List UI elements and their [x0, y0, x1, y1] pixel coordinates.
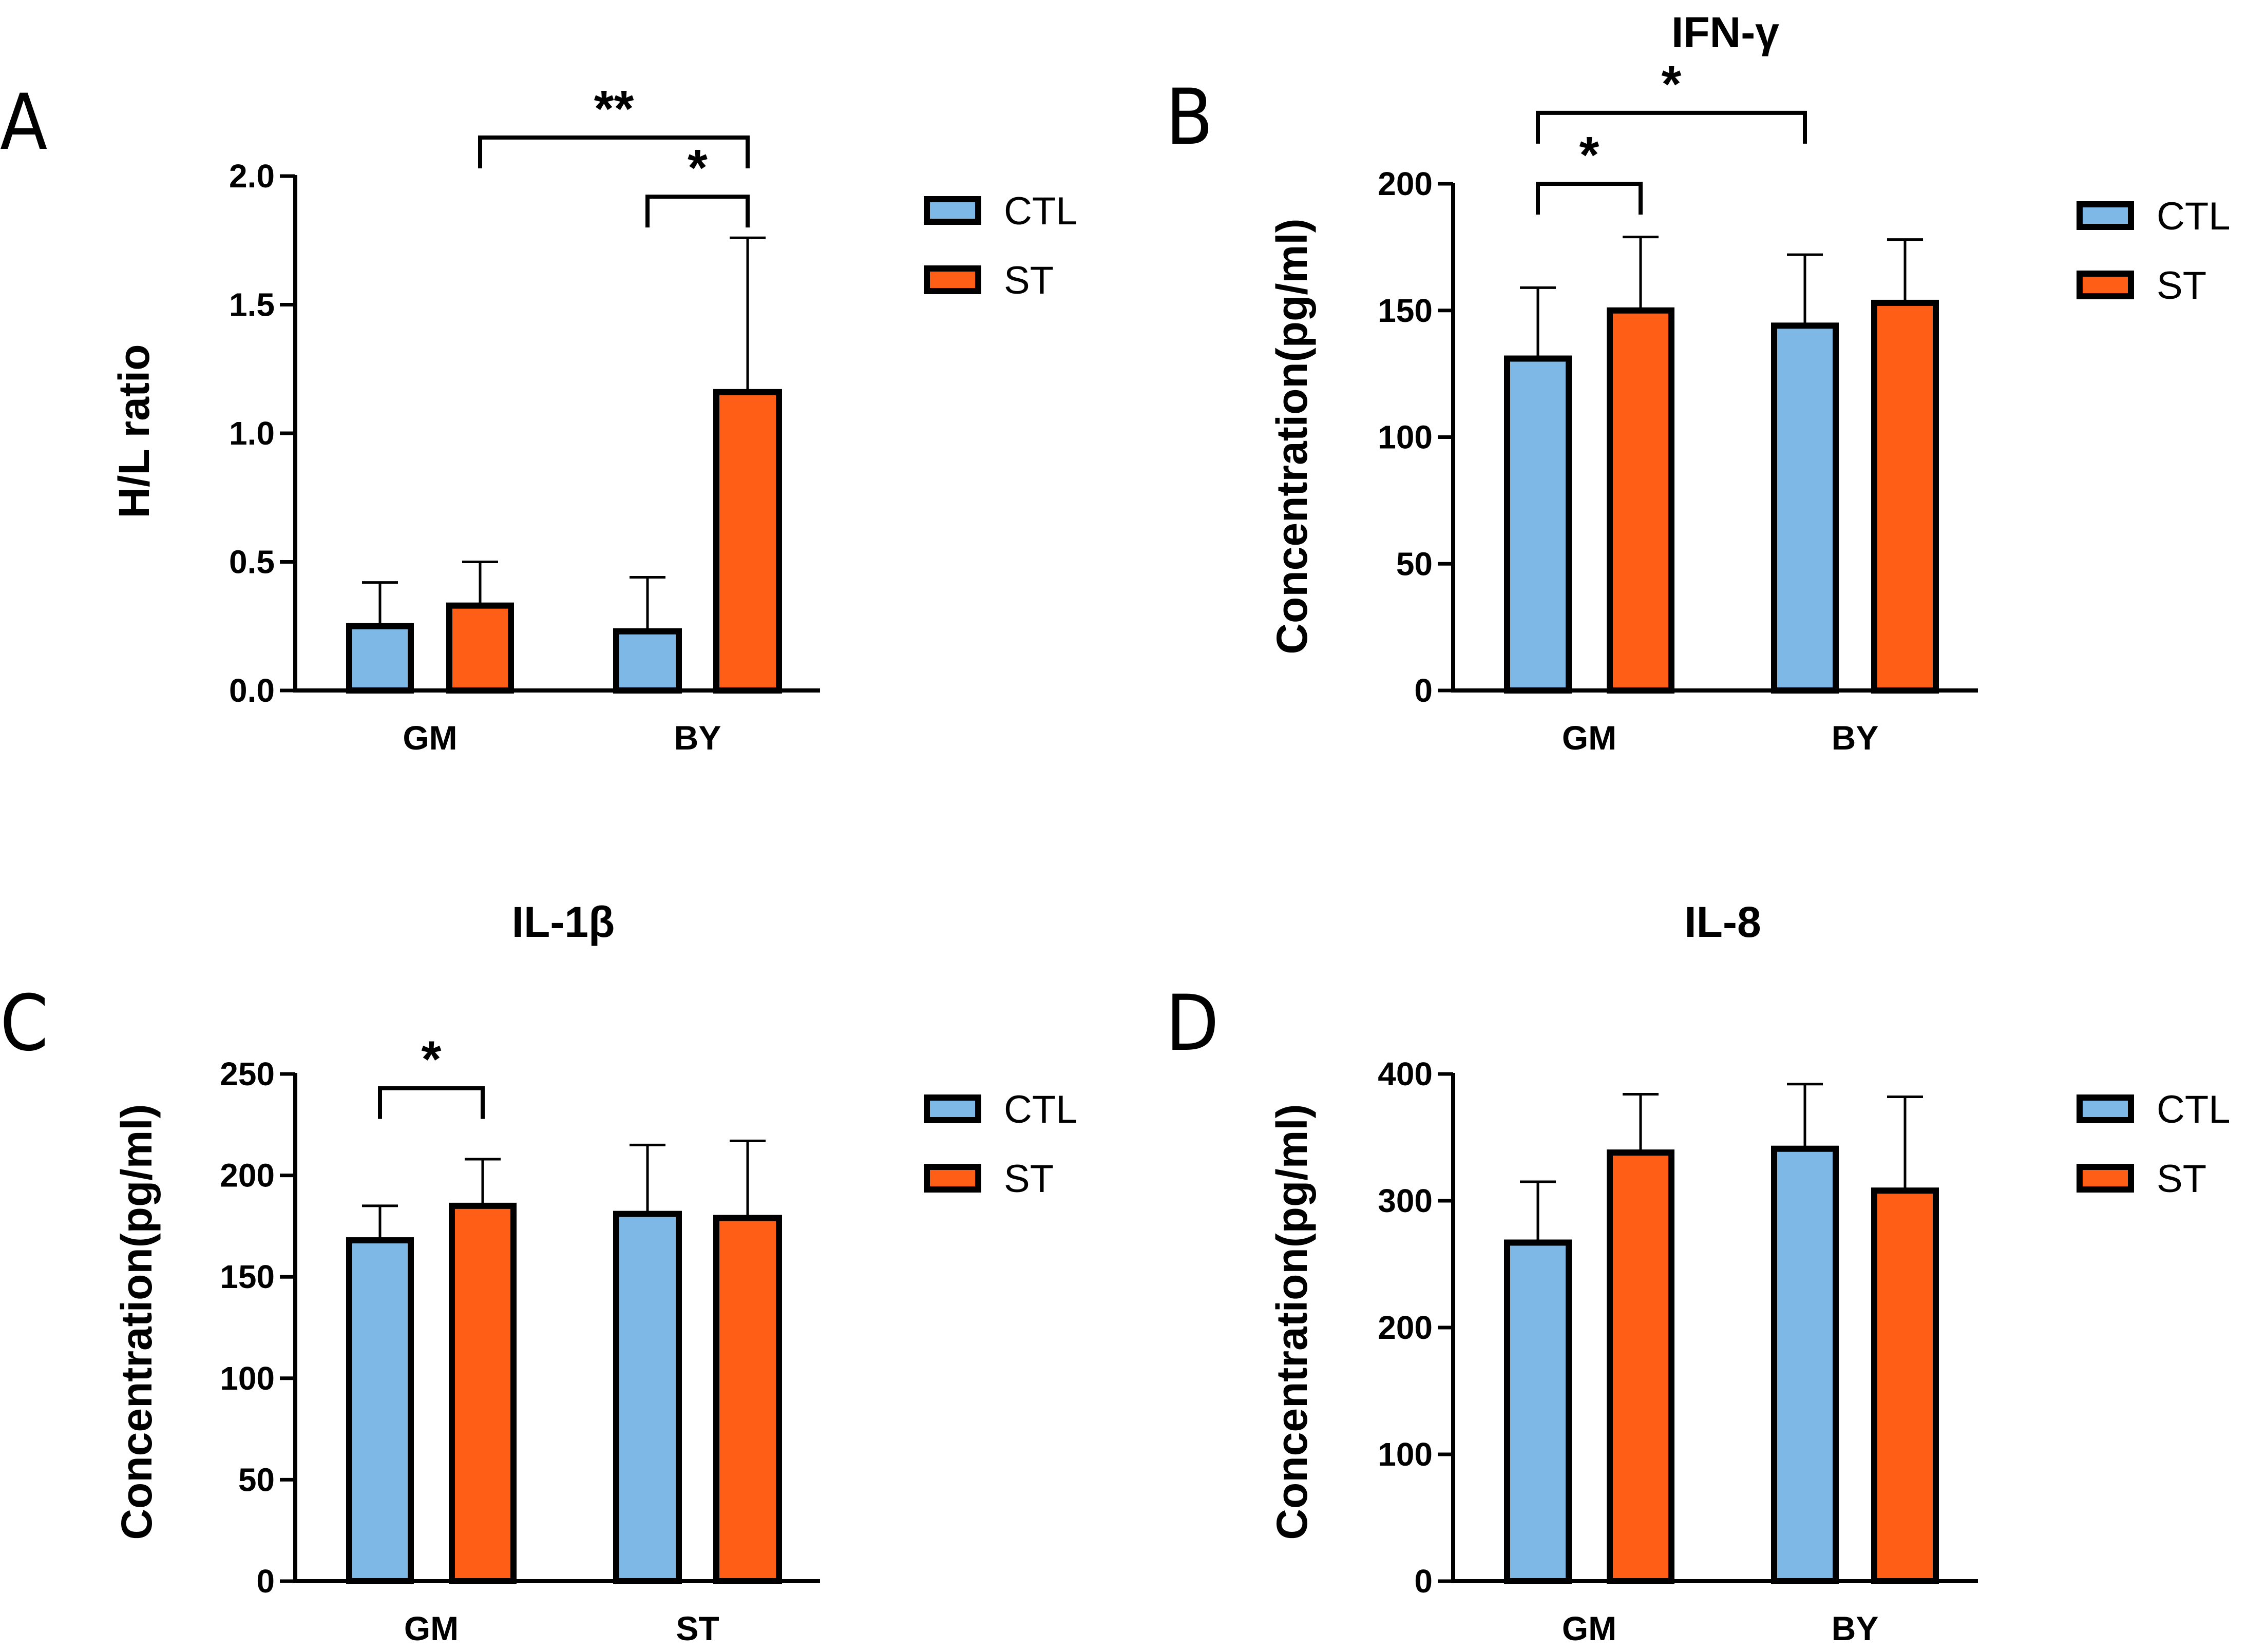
- significance-bracket: [1536, 182, 1643, 215]
- y-tick-label: 2.0: [229, 158, 275, 195]
- panel-letter-a: A: [0, 78, 47, 167]
- bar-by-st: [1871, 1187, 1939, 1584]
- bar-st-ctl: [613, 1211, 682, 1584]
- legend-swatch-st: [2077, 1164, 2134, 1193]
- y-tick-label: 200: [220, 1157, 275, 1194]
- significance-bracket: [1536, 110, 1807, 144]
- y-tick-label: 0: [1414, 1563, 1433, 1600]
- bar-gm-st: [449, 1202, 517, 1584]
- bar-by-st: [713, 389, 782, 694]
- legend-label-st: ST: [1004, 1157, 1054, 1201]
- panel-c: C IL-1β Concentration(pg/ml) 0 50 100 150 20…: [0, 898, 1078, 1647]
- significance-bracket: [645, 195, 750, 228]
- significance-label: **: [594, 80, 634, 138]
- y-tick-label: 100: [1378, 1436, 1433, 1473]
- bar-gm-ctl: [1504, 1239, 1572, 1584]
- legend-label-ctl: CTL: [1004, 1088, 1078, 1131]
- legend-swatch-ctl: [2077, 1094, 2134, 1123]
- x-category-label: GM: [404, 1609, 459, 1647]
- panel-d: D IL-8 Concentration(pg/ml) 0 100 200 300 40…: [1166, 898, 2231, 1647]
- y-tick-label: 100: [1378, 419, 1433, 456]
- bar-by-ctl: [1771, 1145, 1839, 1584]
- bar-gm-st: [446, 602, 514, 694]
- legend-label-ctl: CTL: [2157, 195, 2231, 238]
- chart-title-c: IL-1β: [512, 898, 615, 946]
- panel-letter-b: B: [1166, 73, 1213, 162]
- y-tick-label: 300: [1378, 1182, 1433, 1219]
- y-tick-label: 200: [1378, 165, 1433, 202]
- x-category-label: GM: [403, 719, 457, 757]
- significance-label: *: [1579, 126, 1599, 184]
- y-tick-label: 50: [1396, 545, 1433, 582]
- bar-st-st: [713, 1215, 782, 1585]
- y-tick-label: 1.5: [229, 286, 275, 323]
- chart-title-b: IFN-γ: [1671, 8, 1779, 56]
- y-tick-label: 50: [238, 1461, 275, 1498]
- bar-by-ctl: [613, 628, 682, 694]
- panel-b: B IFN-γ Concentration(pg/ml) 0 50 100 150 20…: [1166, 8, 2231, 757]
- significance-label: *: [1662, 55, 1682, 113]
- y-tick-label: 1.0: [229, 415, 275, 452]
- y-tick-label: 0: [1414, 672, 1433, 709]
- y-tick-label: 0.0: [229, 672, 275, 709]
- x-category-label: GM: [1562, 1609, 1616, 1647]
- bar-gm-ctl: [346, 623, 414, 694]
- y-tick-label: 150: [1378, 292, 1433, 329]
- legend-label-st: ST: [1004, 259, 1054, 302]
- bar-by-ctl: [1771, 322, 1839, 694]
- legend-swatch-st: [924, 265, 981, 294]
- legend-label-ctl: CTL: [2157, 1088, 2231, 1131]
- y-tick-label: 200: [1378, 1309, 1433, 1346]
- y-tick-label: 150: [220, 1258, 275, 1295]
- bar-gm-ctl: [346, 1237, 414, 1584]
- bar-gm-ctl: [1504, 355, 1572, 694]
- legend-swatch-ctl: [2077, 201, 2134, 230]
- panel-letter-c: C: [0, 979, 48, 1068]
- y-tick-label: 100: [220, 1360, 275, 1397]
- significance-bracket: [378, 1086, 485, 1119]
- x-category-label: BY: [674, 719, 721, 757]
- legend-label-st: ST: [2157, 1157, 2206, 1201]
- y-tick-label: 0.5: [229, 544, 275, 581]
- y-axis-label-c: Concentration(pg/ml): [112, 1104, 161, 1540]
- legend-swatch-st: [2077, 271, 2134, 299]
- y-axis-label-a: H/L ratio: [110, 344, 158, 518]
- y-tick-label: 400: [1378, 1055, 1433, 1092]
- significance-label: *: [688, 139, 708, 197]
- legend-label-st: ST: [2157, 264, 2206, 308]
- legend-label-ctl: CTL: [1004, 189, 1078, 233]
- x-category-label: BY: [1832, 1609, 1879, 1647]
- significance-label: *: [422, 1031, 442, 1088]
- x-category-label: BY: [1832, 719, 1879, 757]
- legend-swatch-st: [924, 1164, 981, 1193]
- panel-letter-d: D: [1166, 979, 1219, 1068]
- chart-title-d: IL-8: [1684, 898, 1761, 946]
- y-tick-label: 250: [220, 1055, 275, 1092]
- y-axis-label-d: Concentration(pg/ml): [1268, 1104, 1316, 1540]
- bar-gm-st: [1607, 1149, 1674, 1584]
- y-tick-label: 0: [256, 1563, 275, 1600]
- bar-by-st: [1871, 299, 1939, 694]
- legend-swatch-ctl: [924, 196, 981, 225]
- significance-bracket: [478, 135, 750, 168]
- x-category-label: ST: [676, 1609, 719, 1647]
- legend-swatch-ctl: [924, 1094, 981, 1123]
- x-category-label: GM: [1562, 719, 1616, 757]
- bar-gm-st: [1607, 307, 1674, 694]
- y-axis-label-b: Concentration(pg/ml): [1268, 218, 1316, 654]
